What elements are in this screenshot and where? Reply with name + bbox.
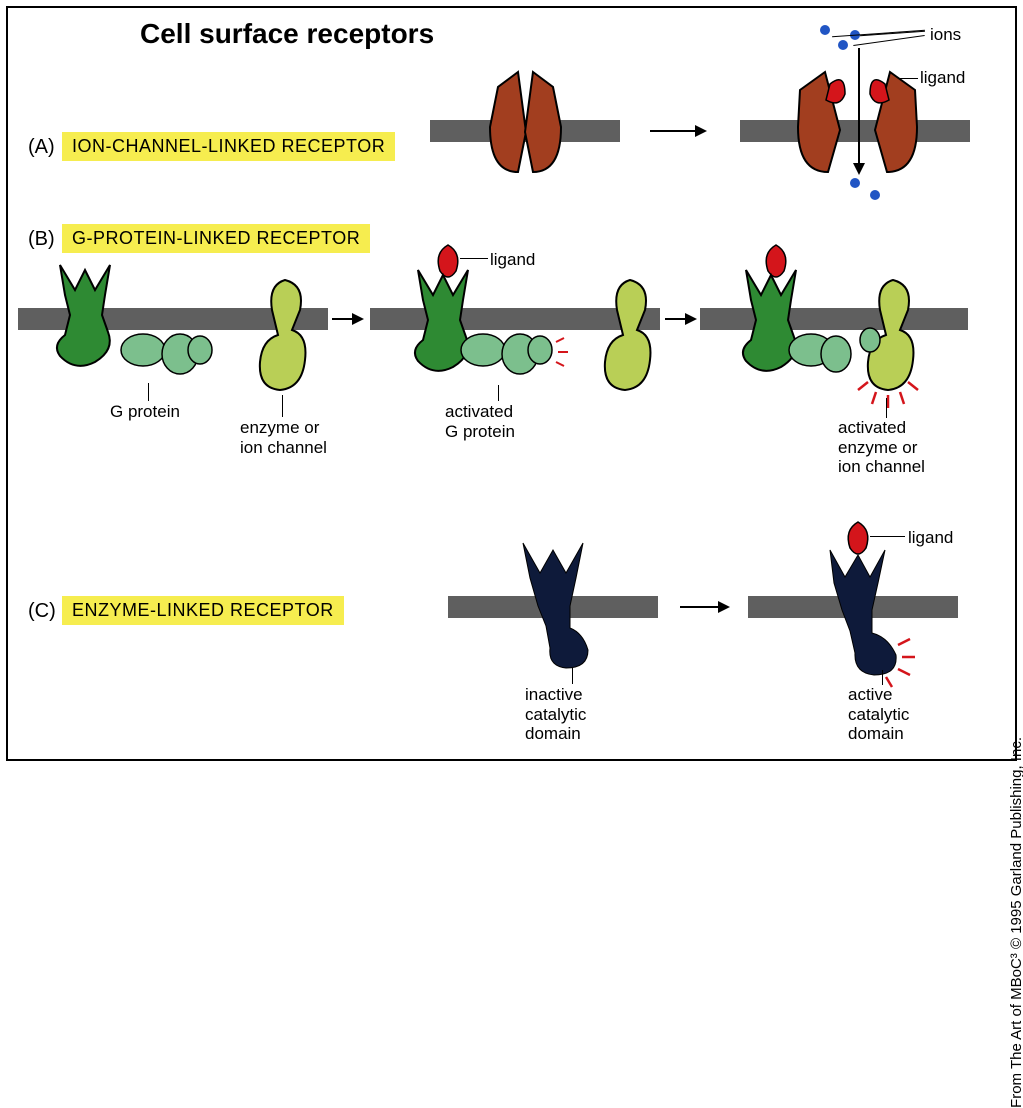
ion-dot bbox=[870, 190, 880, 200]
arrow-c bbox=[680, 606, 728, 608]
row-a-tag: ION-CHANNEL-LINKED RECEPTOR bbox=[62, 132, 395, 161]
label-ions: ions bbox=[930, 25, 961, 45]
label-gprotein: G protein bbox=[110, 402, 180, 422]
row-b-letter: (B) bbox=[28, 228, 55, 251]
leader bbox=[572, 668, 573, 684]
gprotein-b1 bbox=[118, 332, 218, 387]
label-active-catalytic: active catalytic domain bbox=[848, 685, 909, 744]
enzyme-b3 bbox=[858, 280, 948, 415]
ion-dot bbox=[820, 25, 830, 35]
ion-dot bbox=[838, 40, 848, 50]
leader bbox=[282, 395, 283, 417]
enzyme-b1 bbox=[250, 280, 320, 400]
copyright-text: From The Art of MBoC³ © 1995 Garland Pub… bbox=[1008, 737, 1023, 1108]
row-a-letter: (A) bbox=[28, 136, 55, 159]
gprotein-b2 bbox=[458, 332, 568, 392]
page-title: Cell surface receptors bbox=[140, 18, 434, 50]
arrow-b2 bbox=[665, 318, 695, 320]
label-ligand-b: ligand bbox=[490, 250, 535, 270]
row-b-tag: G-PROTEIN-LINKED RECEPTOR bbox=[62, 224, 370, 253]
enzyme-b2 bbox=[595, 280, 665, 400]
page: Cell surface receptors (A) ION-CHANNEL-L… bbox=[0, 0, 1023, 767]
label-inactive-catalytic: inactive catalytic domain bbox=[525, 685, 586, 744]
receptor-c2 bbox=[800, 545, 920, 685]
arrow-a bbox=[650, 130, 705, 132]
receptor-c1 bbox=[498, 538, 608, 678]
arrow-b1 bbox=[332, 318, 362, 320]
leader bbox=[886, 398, 887, 418]
leader bbox=[148, 383, 149, 401]
receptor-b1 bbox=[40, 260, 130, 380]
gprotein-b3 bbox=[786, 332, 856, 387]
receptor-a-closed bbox=[478, 72, 578, 180]
row-c-tag: ENZYME-LINKED RECEPTOR bbox=[62, 596, 344, 625]
leader bbox=[498, 385, 499, 401]
ion-flow-arrow bbox=[858, 48, 860, 173]
row-c-letter: (C) bbox=[28, 600, 56, 623]
label-activated-gprotein: activated G protein bbox=[445, 402, 515, 441]
label-enzyme: enzyme or ion channel bbox=[240, 418, 327, 457]
label-activated-enzyme: activated enzyme or ion channel bbox=[838, 418, 925, 477]
leader bbox=[882, 670, 883, 685]
